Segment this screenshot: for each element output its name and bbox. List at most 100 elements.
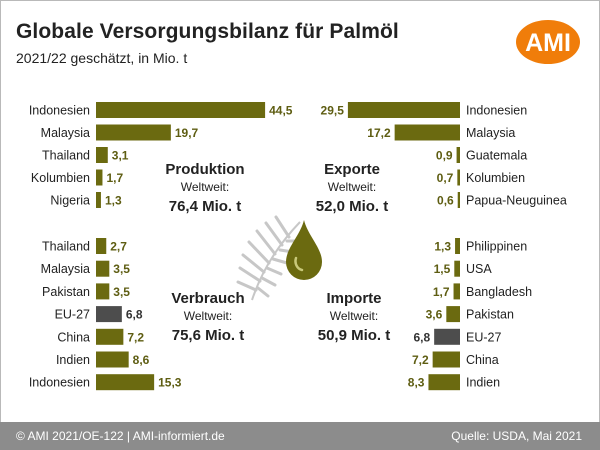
bar-indien	[96, 351, 129, 368]
ami-logo: AMI	[516, 20, 580, 64]
category-label: Indonesien	[29, 376, 90, 390]
bar-philippinen	[455, 238, 460, 254]
block-title: Importe	[326, 290, 381, 307]
category-label: Malaysia	[41, 262, 90, 276]
value-label: 1,3	[105, 194, 122, 208]
bar-indonesien	[347, 102, 460, 118]
bar-china	[432, 351, 460, 368]
bar-thailand	[96, 147, 108, 163]
bar-malaysia	[96, 124, 171, 141]
palm-leaf-icon	[236, 215, 301, 301]
value-label: 1,7	[433, 285, 450, 299]
bar-indien	[428, 374, 460, 391]
bars-verbrauch: Thailand 2,7 Malaysia 3,5 Pakistan 3,5 EU-27 6,…	[29, 238, 182, 391]
bar-thailand	[96, 238, 107, 254]
bar-papua-neuguinea	[457, 192, 460, 208]
value-label: 0,6	[437, 194, 454, 208]
category-label: Indonesien	[29, 104, 90, 118]
category-label: Bangladesh	[466, 285, 532, 299]
supply-balance-chart: Produktion Weltweit: 76,4 Mio. t Exporte…	[29, 102, 567, 391]
category-label: Nigeria	[50, 194, 90, 208]
category-label: Thailand	[42, 149, 90, 163]
bar-nigeria	[96, 192, 101, 208]
value-label: 1,3	[434, 240, 451, 254]
bars-produktion: Indonesien 44,5 Malaysia 19,7 Thailand 3,1 Kol…	[29, 102, 293, 208]
category-label: Philippinen	[466, 240, 527, 254]
category-label: EU-27	[55, 308, 90, 322]
block-total: 52,0 Mio. t	[316, 198, 389, 215]
value-label: 1,7	[106, 171, 123, 185]
category-label: Papua-Neuguinea	[466, 194, 567, 208]
value-label: 7,2	[412, 353, 429, 367]
block-title: Exporte	[324, 161, 380, 178]
value-label: 1,5	[434, 262, 451, 276]
page-title: Globale Versorgungsbilanz für Palmöl	[16, 20, 399, 43]
bar-pakistan	[446, 306, 460, 323]
category-label: EU-27	[466, 330, 501, 344]
block-total: 76,4 Mio. t	[169, 198, 242, 215]
value-label: 6,8	[126, 308, 143, 322]
bar-malaysia	[394, 124, 460, 141]
block-total: 75,6 Mio. t	[172, 327, 245, 344]
bar-eu-27	[96, 306, 122, 323]
bars-exporte: Indonesien 29,5 Malaysia 17,2 Guatemala 0,9 Ko…	[321, 102, 567, 208]
block-subtitle: Weltweit:	[328, 180, 376, 194]
value-label: 29,5	[321, 104, 345, 118]
value-label: 8,3	[408, 376, 425, 390]
bar-kolumbien	[457, 169, 460, 186]
category-label: Indonesien	[466, 104, 527, 118]
block-subtitle: Weltweit:	[181, 180, 229, 194]
value-label: 7,2	[127, 330, 144, 344]
value-label: 6,8	[413, 330, 430, 344]
category-label: USA	[466, 262, 492, 276]
category-label: Malaysia	[466, 126, 515, 140]
footer-copyright: © AMI 2021/OE-122 | AMI-informiert.de	[16, 429, 225, 443]
category-label: Pakistan	[42, 285, 90, 299]
bar-kolumbien	[96, 169, 103, 186]
category-label: Thailand	[42, 240, 90, 254]
category-label: China	[466, 353, 499, 367]
category-label: Malaysia	[41, 126, 90, 140]
category-label: Guatemala	[466, 149, 527, 163]
bar-usa	[454, 260, 460, 277]
value-label: 15,3	[158, 376, 182, 390]
value-label: 3,5	[113, 262, 130, 276]
bar-indonesien	[96, 374, 155, 391]
value-label: 3,5	[113, 285, 130, 299]
category-label: Kolumbien	[466, 171, 525, 185]
bar-china	[96, 328, 124, 345]
bar-bangladesh	[453, 283, 460, 300]
value-label: 17,2	[367, 126, 391, 140]
bar-guatemala	[456, 147, 460, 163]
value-label: 19,7	[175, 126, 199, 140]
logo-ellipse	[516, 20, 580, 64]
value-label: 44,5	[269, 104, 293, 118]
logo-text: AMI	[525, 29, 571, 57]
block-subtitle: Weltweit:	[330, 309, 378, 323]
block-subtitle: Weltweit:	[184, 309, 232, 323]
bar-indonesien	[96, 102, 266, 118]
block-produktion-label: Produktion Weltweit: 76,4 Mio. t	[165, 161, 244, 215]
block-title: Produktion	[165, 161, 244, 178]
category-label: Indien	[466, 376, 500, 390]
value-label: 0,7	[437, 171, 454, 185]
bar-malaysia	[96, 260, 110, 277]
bar-eu-27	[434, 328, 460, 345]
footer-source: Quelle: USDA, Mai 2021	[451, 429, 582, 443]
block-verbrauch-label: Verbrauch Weltweit: 75,6 Mio. t	[171, 290, 244, 344]
value-label: 2,7	[110, 240, 127, 254]
footer: © AMI 2021/OE-122 | AMI-informiert.de Qu…	[0, 422, 600, 450]
category-label: China	[57, 330, 90, 344]
oil-drop-icon	[286, 220, 322, 280]
category-label: Pakistan	[466, 308, 514, 322]
block-importe-label: Importe Weltweit: 50,9 Mio. t	[318, 290, 391, 344]
value-label: 8,6	[133, 353, 150, 367]
value-label: 3,6	[426, 308, 443, 322]
block-exporte-label: Exporte Weltweit: 52,0 Mio. t	[316, 161, 389, 215]
bars-importe: Philippinen 1,3 USA 1,5 Bangladesh 1,7 Pakista…	[408, 238, 532, 391]
category-label: Indien	[56, 353, 90, 367]
value-label: 0,9	[436, 149, 453, 163]
category-label: Kolumbien	[31, 171, 90, 185]
block-title: Verbrauch	[171, 290, 244, 307]
page-subtitle: 2021/22 geschätzt, in Mio. t	[16, 50, 188, 66]
